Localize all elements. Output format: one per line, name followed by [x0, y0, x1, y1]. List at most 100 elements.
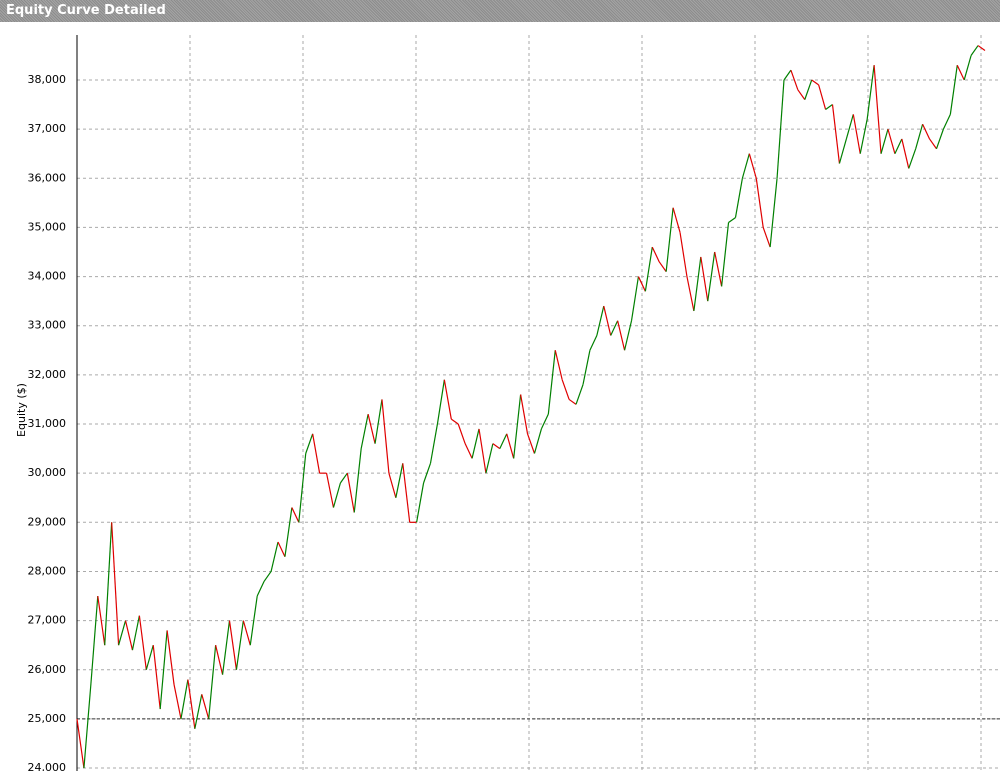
- equity-segment: [180, 679, 189, 720]
- y-tick-label: 36,000: [28, 171, 67, 184]
- equity-segment: [755, 178, 764, 228]
- equity-segment: [499, 433, 508, 449]
- equity-segment: [235, 620, 244, 670]
- equity-segment: [416, 482, 425, 523]
- equity-segment: [963, 55, 972, 81]
- equity-segment: [623, 320, 633, 351]
- equity-segment: [436, 379, 445, 425]
- equity-segment: [762, 227, 771, 248]
- equity-segment: [270, 541, 279, 572]
- equity-segment: [242, 620, 251, 646]
- y-tick-label: 26,000: [28, 663, 67, 676]
- equity-segment: [665, 207, 674, 272]
- equity-segment: [741, 153, 750, 179]
- equity-segment: [873, 65, 882, 154]
- equity-segment: [894, 138, 903, 154]
- equity-segment: [249, 595, 258, 646]
- equity-segment: [769, 178, 778, 248]
- equity-segment: [173, 684, 182, 720]
- equity-segment: [208, 645, 217, 719]
- equity-segment: [464, 443, 473, 459]
- y-tick-label: 35,000: [28, 220, 67, 233]
- equity-segment: [104, 522, 113, 646]
- equity-segment: [471, 428, 480, 459]
- equity-segment: [388, 472, 397, 498]
- equity-segment: [118, 620, 127, 646]
- equity-segment: [811, 79, 819, 86]
- equity-segment: [533, 428, 542, 454]
- y-tick-label: 34,000: [28, 270, 67, 283]
- equity-segment: [215, 645, 224, 675]
- equity-segment: [610, 320, 619, 336]
- equity-segment: [145, 645, 154, 670]
- y-tick-label: 28,000: [28, 564, 67, 577]
- equity-segment: [845, 114, 854, 140]
- equity-segment: [131, 615, 140, 651]
- equity-segment: [582, 350, 591, 385]
- equity-segment: [547, 350, 556, 415]
- equity-segment: [76, 718, 85, 769]
- equity-segment: [714, 251, 723, 287]
- y-axis-label: Equity ($): [15, 383, 28, 437]
- equity-segment: [575, 384, 584, 405]
- equity-segment: [852, 114, 861, 154]
- equity-segment: [804, 79, 813, 100]
- equity-segment: [325, 473, 335, 508]
- equity-segment: [97, 595, 106, 646]
- equity-segment: [707, 251, 716, 302]
- equity-segment: [457, 423, 466, 444]
- equity-segment: [83, 684, 92, 769]
- equity-segment: [859, 119, 868, 154]
- equity-segment: [228, 620, 238, 670]
- y-tick-label: 30,000: [28, 466, 67, 479]
- equity-segment: [520, 394, 529, 434]
- equity-segment: [305, 433, 314, 454]
- equity-segment: [450, 418, 459, 425]
- y-tick-label: 32,000: [28, 368, 67, 381]
- equity-segment: [402, 463, 411, 523]
- equity-segment: [221, 620, 231, 675]
- equity-segment: [422, 463, 432, 484]
- equity-segment: [658, 261, 667, 272]
- equity-segment: [395, 463, 404, 498]
- equity-segment: [478, 428, 487, 474]
- equity-segment: [977, 45, 986, 51]
- equity-segment: [138, 615, 147, 670]
- equity-segment: [887, 128, 896, 154]
- equity-segment: [617, 320, 626, 351]
- equity-segment: [915, 124, 924, 149]
- equity-segment: [630, 276, 640, 321]
- equity-segment: [956, 64, 965, 81]
- equity-segment: [783, 69, 792, 81]
- equity-segment: [506, 433, 515, 459]
- equity-segment: [526, 433, 536, 454]
- equity-segment: [651, 246, 660, 263]
- y-tick-label: 38,000: [28, 73, 67, 86]
- y-tick-label: 33,000: [28, 319, 67, 332]
- equity-segment: [332, 482, 341, 508]
- equity-segment: [866, 65, 875, 120]
- equity-segment: [908, 148, 917, 169]
- equity-segment: [589, 335, 598, 351]
- equity-segment: [880, 128, 889, 154]
- equity-segment: [901, 138, 910, 169]
- equity-segment: [540, 413, 549, 430]
- equity-segment: [748, 153, 757, 179]
- equity-segment: [554, 350, 563, 380]
- equity-segment: [949, 65, 958, 115]
- equity-segment: [942, 114, 951, 130]
- equity-segment: [825, 104, 833, 110]
- y-tick-label: 37,000: [28, 122, 67, 135]
- equity-segment: [686, 276, 695, 312]
- equity-segment: [935, 128, 944, 149]
- equity-segment: [700, 256, 709, 302]
- equity-segment: [513, 394, 522, 459]
- equity-segment: [443, 379, 452, 420]
- equity-segment: [374, 399, 383, 444]
- equity-segment: [187, 679, 196, 729]
- equity-segment: [644, 246, 653, 292]
- equity-segment: [672, 207, 681, 233]
- equity-segment: [429, 423, 439, 464]
- equity-segment: [568, 398, 577, 405]
